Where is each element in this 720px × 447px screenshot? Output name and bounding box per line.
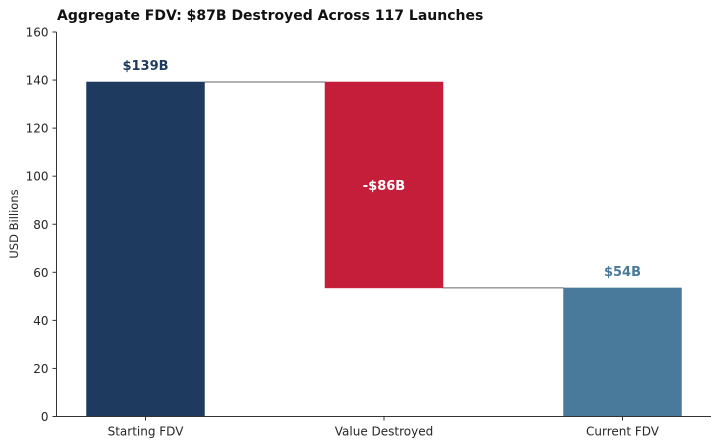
x-tick-label: Starting FDV: [108, 425, 185, 439]
bar-value-destroyed: [324, 81, 444, 289]
bar-current-fdv: [563, 287, 682, 417]
y-axis-label: USD Billions: [7, 189, 21, 258]
x-tick-label: Current FDV: [586, 425, 660, 439]
y-tick-label: 40: [33, 314, 48, 328]
y-tick-label: 120: [26, 122, 49, 136]
chart-title: Aggregate FDV: $87B Destroyed Across 117…: [57, 8, 483, 24]
y-tick-label: 80: [33, 218, 48, 232]
connector-lines: [204, 81, 564, 289]
data-label-current-fdv: $54B: [604, 265, 641, 280]
x-axis-ticks: Starting FDV Value Destroyed Current FDV: [108, 416, 660, 439]
bars: [86, 81, 682, 417]
y-tick-label: 100: [26, 170, 49, 184]
data-label-value-destroyed: -$86B: [363, 179, 405, 194]
bar-starting-fdv: [86, 81, 205, 417]
y-tick-label: 20: [33, 362, 48, 376]
x-tick-label: Value Destroyed: [335, 425, 433, 439]
y-tick-label: 140: [26, 74, 49, 88]
y-tick-label: 160: [26, 26, 49, 40]
y-axis-ticks: 0 20 40 60 80 100 120 140 160: [26, 26, 57, 424]
y-tick-label: 0: [41, 410, 49, 424]
data-label-starting-fdv: $139B: [122, 59, 168, 74]
data-labels: $139B -$86B $54B: [122, 59, 641, 280]
y-tick-label: 60: [33, 266, 48, 280]
